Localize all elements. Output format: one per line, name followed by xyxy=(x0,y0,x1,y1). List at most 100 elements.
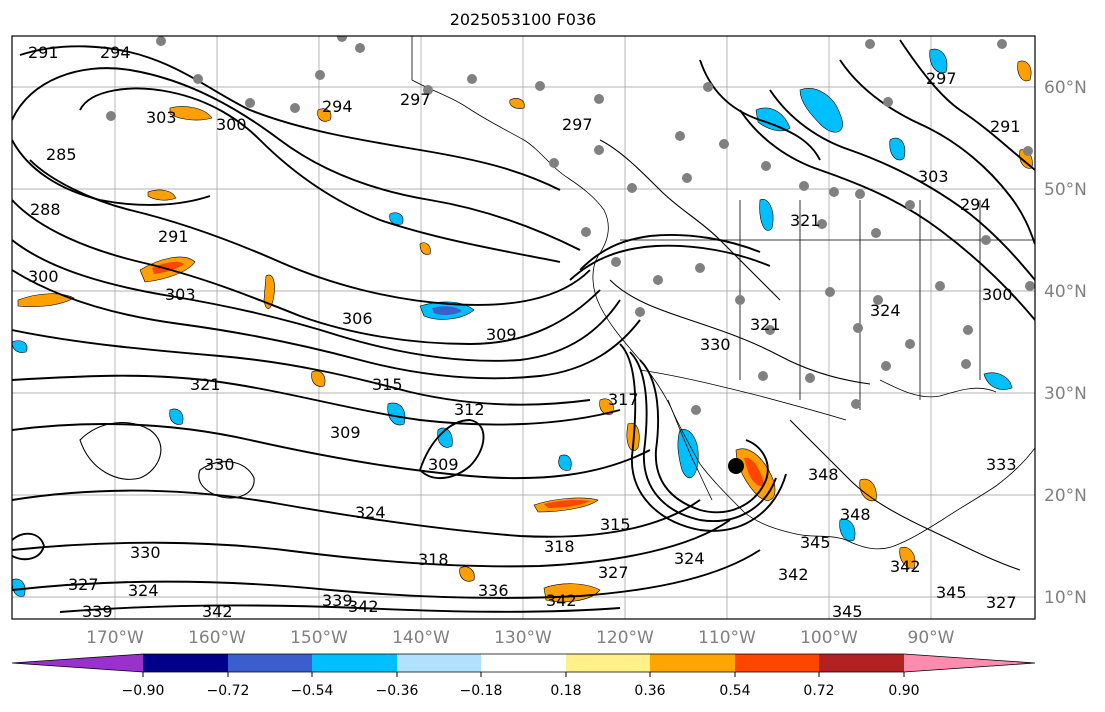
colorbar-segment xyxy=(566,654,650,672)
contour-label: 306 xyxy=(342,309,373,328)
contour-label: 318 xyxy=(544,537,575,556)
contour-label: 327 xyxy=(68,575,99,594)
positive-area xyxy=(1017,60,1032,82)
strong-positive-area xyxy=(744,457,764,487)
contour-label: 321 xyxy=(790,211,821,230)
contour-label: 300 xyxy=(982,285,1013,304)
colorbar-tick-label: −0.18 xyxy=(460,683,503,699)
contour-label: 297 xyxy=(400,90,431,109)
contour-label: 294 xyxy=(322,97,353,116)
contour-label: 303 xyxy=(146,108,177,127)
contour-east-3 xyxy=(839,59,1035,245)
contour-label: 345 xyxy=(936,583,967,602)
contour-339 xyxy=(59,604,621,613)
contour-label: 309 xyxy=(486,325,517,344)
negative-area xyxy=(799,88,843,133)
contour-label: 330 xyxy=(130,543,161,562)
contour-terrain-1 xyxy=(599,139,781,301)
contour-label: 339 xyxy=(322,591,353,610)
negative-area xyxy=(929,48,948,74)
lon-label: 120°W xyxy=(596,628,654,648)
border-us-mexico xyxy=(639,369,847,421)
contour-label: 297 xyxy=(562,115,593,134)
contour-285 xyxy=(12,139,211,206)
contour-closed-west xyxy=(12,532,45,561)
contour-label: 300 xyxy=(216,115,247,134)
lat-label: 50°N xyxy=(1044,180,1087,200)
colorbar-tick-label: −0.36 xyxy=(376,683,419,699)
negative-area xyxy=(889,137,906,161)
shaded-field xyxy=(12,48,1033,603)
contour-label: 315 xyxy=(600,515,631,534)
colorbar-segment xyxy=(143,654,228,672)
contour-label: 342 xyxy=(546,591,577,610)
contour-label: 330 xyxy=(204,455,235,474)
contour-label: 342 xyxy=(202,602,233,621)
station-markers xyxy=(106,36,1035,415)
negative-area xyxy=(983,372,1013,390)
contour-label: 291 xyxy=(28,43,59,62)
contour-label: 348 xyxy=(808,465,839,484)
contour-label: 317 xyxy=(608,390,639,409)
contour-label: 303 xyxy=(918,167,949,186)
contour-closed-small xyxy=(79,422,162,480)
coastlines xyxy=(411,36,1035,550)
contour-jet-3 xyxy=(619,343,787,532)
contour-label: 321 xyxy=(750,315,781,334)
coastline-gulf xyxy=(879,379,997,398)
colorbar-tick-label: 0.18 xyxy=(550,683,581,699)
contour-label: 324 xyxy=(870,301,901,320)
contour-label: 312 xyxy=(454,400,485,419)
contour-label: 300 xyxy=(28,267,59,286)
contour-label: 345 xyxy=(800,533,831,552)
contour-label: 324 xyxy=(674,549,705,568)
contour-label: 339 xyxy=(82,602,113,621)
contour-jet-5 xyxy=(569,244,771,281)
negative-area xyxy=(755,107,791,132)
contour-312 xyxy=(12,329,591,406)
colorbar-tick-label: 0.36 xyxy=(634,683,665,699)
contour-label: 336 xyxy=(478,581,509,600)
colorbar: −0.90 −0.72 −0.54 −0.36 −0.18 0.18 0.36 … xyxy=(11,653,1036,699)
lat-label: 10°N xyxy=(1044,588,1087,608)
lat-label: 30°N xyxy=(1044,384,1087,404)
contour-jet-4 xyxy=(579,234,761,271)
colorbar-tick-label: 0.54 xyxy=(719,683,750,699)
contour-label: 345 xyxy=(832,602,863,621)
colorbar-tick-label: −0.72 xyxy=(207,683,250,699)
negative-area xyxy=(558,454,572,471)
contour-east-4 xyxy=(899,39,1035,171)
strong-negative-area xyxy=(432,306,462,316)
contour-label: 294 xyxy=(960,195,991,214)
contour-327 xyxy=(12,549,761,599)
map-frame xyxy=(11,35,1036,620)
lon-label: 90°W xyxy=(908,628,955,648)
contour-label: 342 xyxy=(348,597,379,616)
contour-east-1 xyxy=(739,109,1035,321)
negative-area xyxy=(389,212,404,225)
colorbar-tick-label: 0.90 xyxy=(888,683,919,699)
contour-label: 297 xyxy=(926,69,957,88)
positive-area xyxy=(263,274,275,309)
contour-jet-1 xyxy=(639,359,769,514)
longitude-labels: 170°W 160°W 150°W 140°W 130°W 120°W 110°… xyxy=(86,628,955,648)
contour-label: 327 xyxy=(598,563,629,582)
colorbar-high-extension xyxy=(904,654,1035,672)
contour-label: 294 xyxy=(100,43,131,62)
colorbar-segment xyxy=(650,654,735,672)
lat-label: 20°N xyxy=(1044,486,1087,506)
negative-area xyxy=(12,340,28,353)
contour-318 xyxy=(12,423,651,480)
contour-label: 324 xyxy=(128,581,159,600)
colorbar-segment xyxy=(481,654,566,672)
contour-labels: 291 294 303 300 294 297 297 285 288 291 … xyxy=(28,43,1021,621)
contour-label: 342 xyxy=(890,557,921,576)
contour-303 xyxy=(12,199,601,345)
contour-291 xyxy=(19,45,561,191)
positive-area xyxy=(169,106,213,121)
colorbar-ticks xyxy=(142,672,905,677)
contour-321 xyxy=(12,489,701,538)
colorbar-segment xyxy=(228,654,312,672)
negative-area xyxy=(759,199,774,231)
